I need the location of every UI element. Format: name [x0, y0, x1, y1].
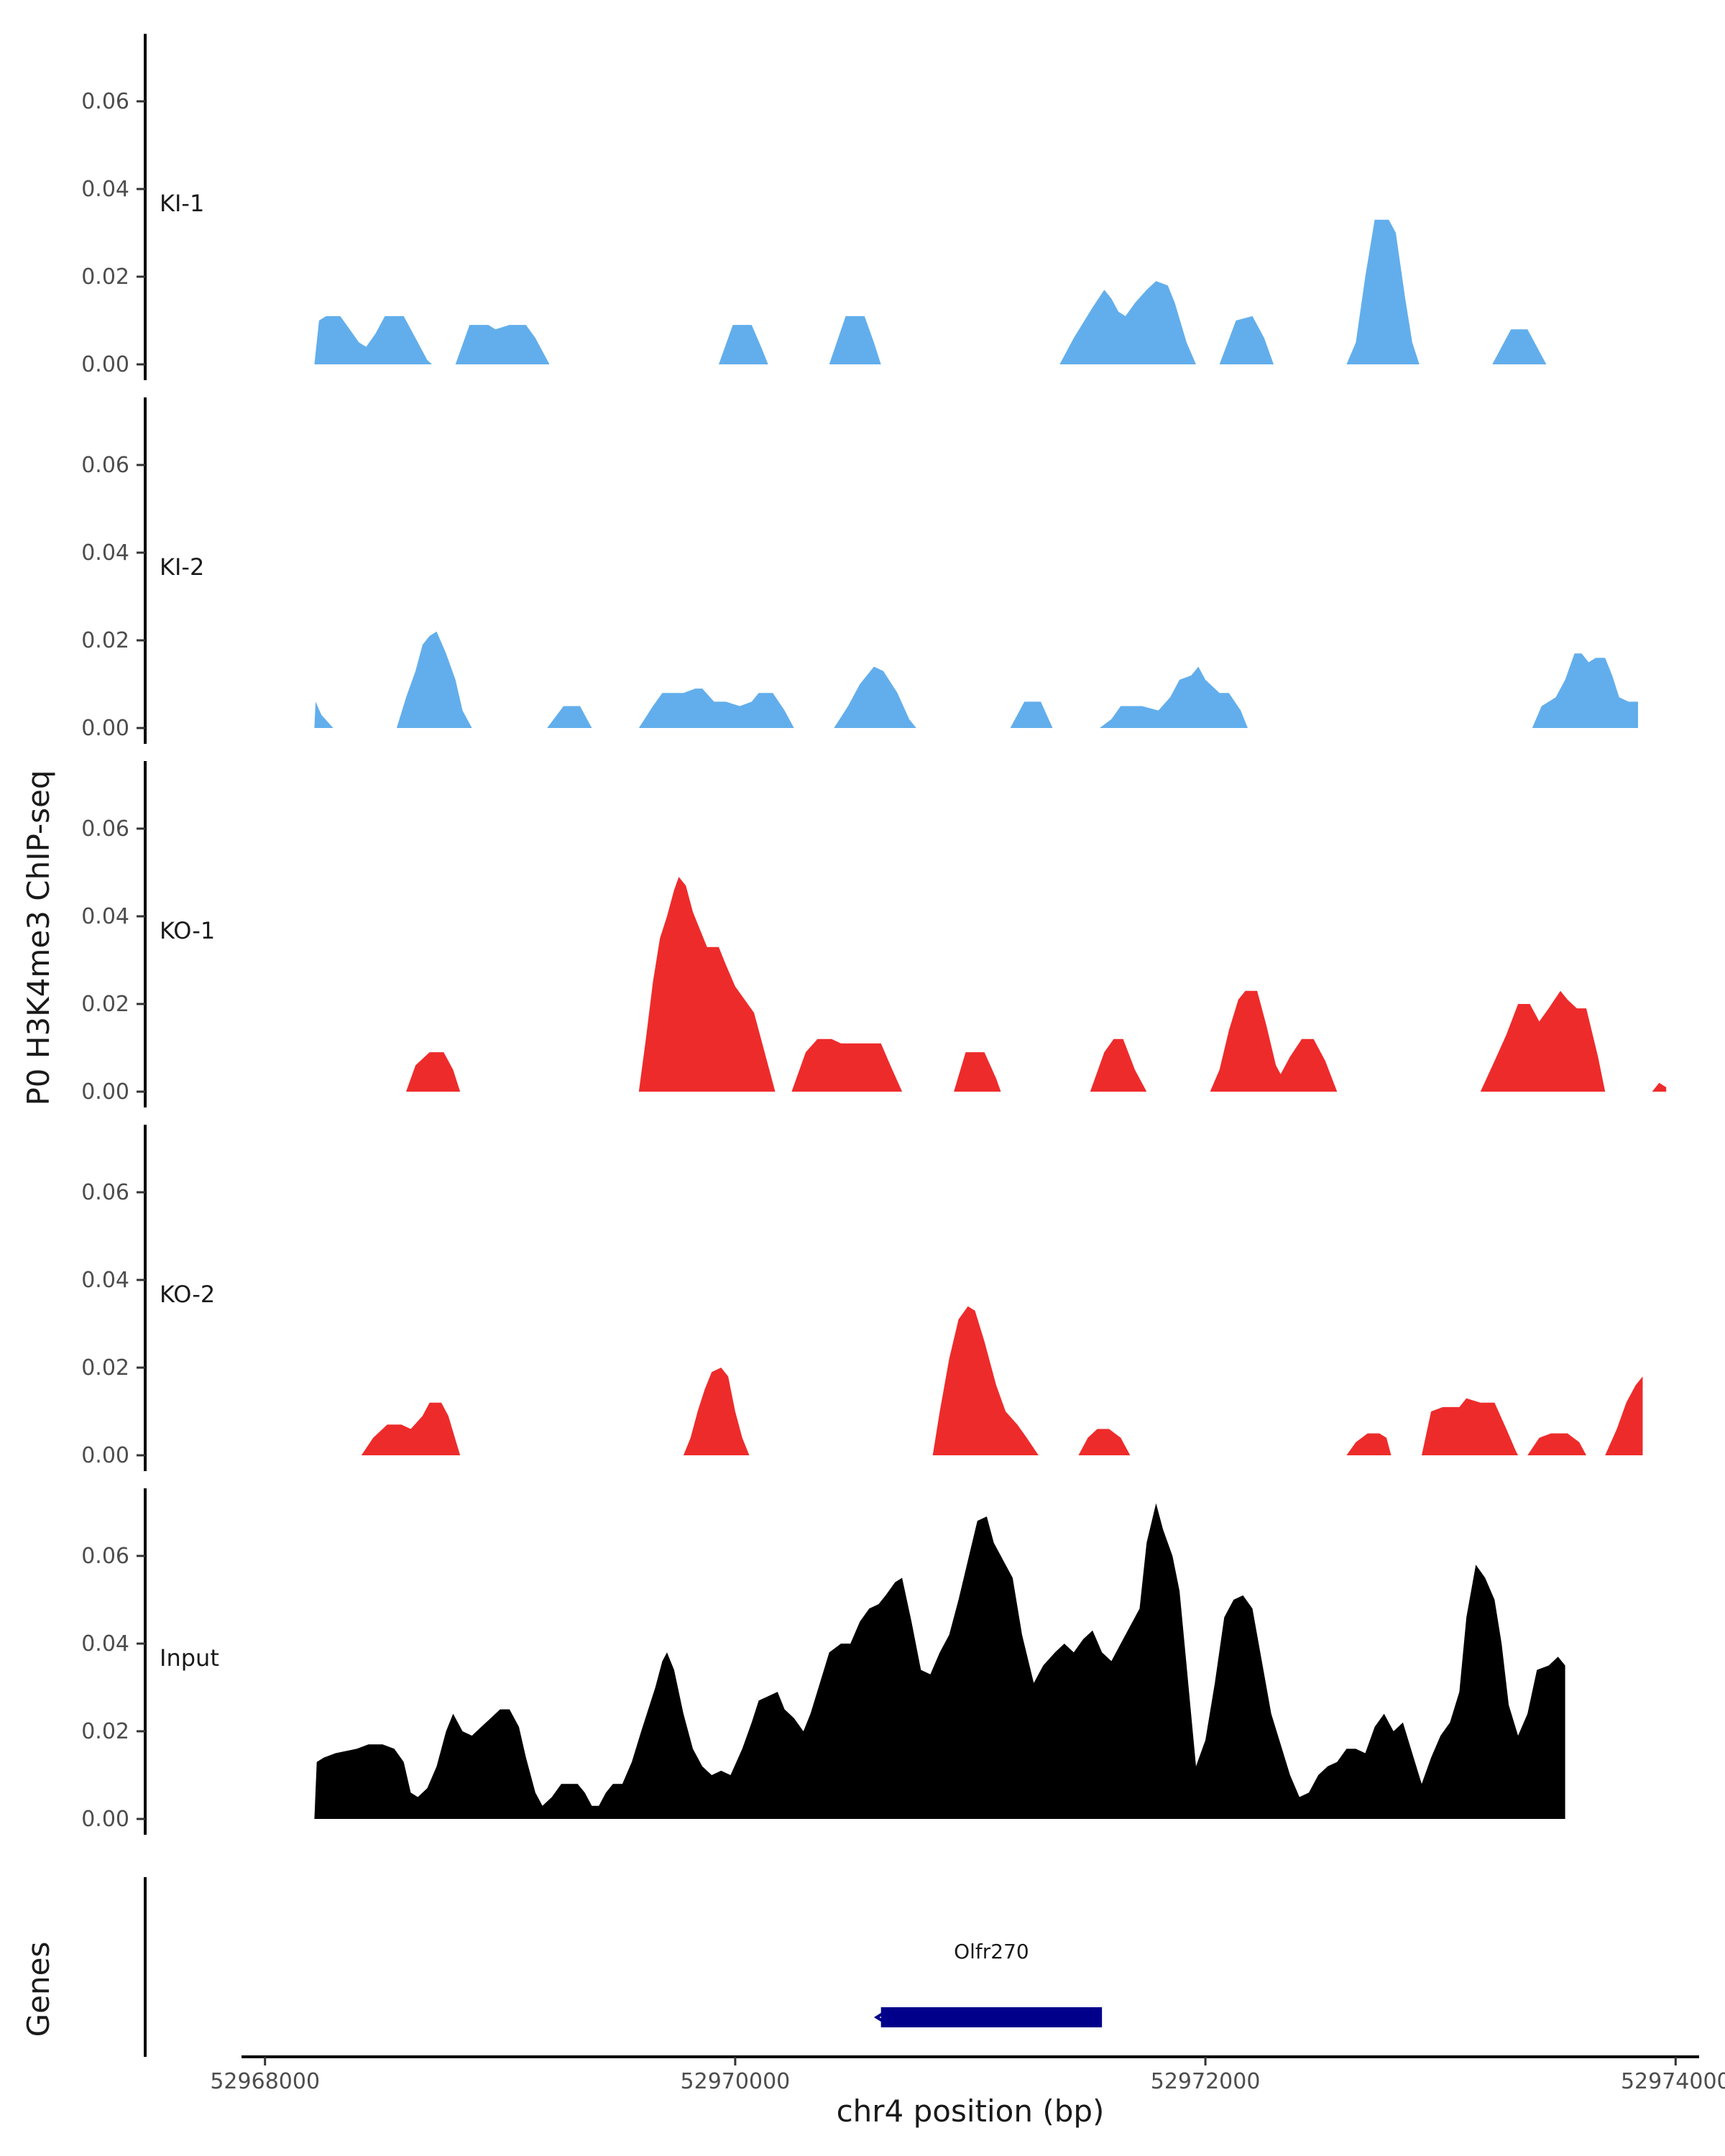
signal-peak	[1059, 281, 1196, 364]
signal-peak	[361, 1402, 461, 1455]
signal-peak	[932, 1306, 1039, 1455]
y-tick-label: 0.02	[81, 1719, 129, 1744]
y-tick-label: 0.06	[81, 1180, 129, 1205]
signal-peak	[1099, 666, 1248, 728]
y-tick-label: 0.00	[81, 352, 129, 377]
y-tick-label: 0.06	[81, 453, 129, 478]
gene-body	[880, 2007, 1103, 2027]
signal-peak	[1346, 1433, 1392, 1455]
track-label: KO-2	[160, 1281, 215, 1308]
y-tick-label: 0.02	[81, 628, 129, 653]
track-panel-ko-2: 0.00 0.02 0.04 0.06 KO-2	[81, 1125, 1643, 1471]
y-tick-label: 0.06	[81, 89, 129, 114]
track-panel-ki-1: 0.00 0.02 0.04 0.06 KI-1	[81, 34, 1547, 380]
signal-peak	[1652, 1082, 1667, 1092]
signal-peak	[834, 666, 916, 728]
y-tick-label: 0.04	[81, 177, 129, 202]
x-axis: 52968000 52970000 52972000 52974000	[210, 2055, 1725, 2094]
signal-peak	[1346, 219, 1420, 364]
track-panel-ko-1: 0.00 0.02 0.04 0.06 KO-1	[81, 761, 1667, 1107]
y-tick-label: 0.00	[81, 1807, 129, 1832]
signal-peak	[455, 325, 550, 364]
signal-peak	[1078, 1429, 1131, 1455]
gene-label: Olfr270	[954, 1940, 1029, 1963]
signal-peak	[954, 1052, 1001, 1092]
genes-axis-title: Genes	[21, 1942, 56, 2037]
signal-peak	[719, 325, 768, 364]
signal-peak	[547, 706, 592, 728]
tracks-layer: 0.00 0.02 0.04 0.06 KI-1 0.00 0.02 0.04 0.06 KI-2…	[81, 34, 1667, 1835]
y-tick-label: 0.02	[81, 992, 129, 1017]
x-axis-title: chr4 position (bp)	[837, 2093, 1105, 2129]
y-tick-label: 0.04	[81, 1268, 129, 1293]
signal-peak	[314, 1503, 1565, 1819]
x-tick-label: 52972000	[1151, 2069, 1261, 2094]
y-axis-title: P0 H3K4me3 ChIP-seq	[21, 770, 56, 1105]
x-tick-label: 52970000	[681, 2069, 791, 2094]
x-tick-label: 52974000	[1621, 2069, 1725, 2094]
signal-peak	[638, 877, 776, 1092]
signal-peak	[1527, 1433, 1586, 1455]
signal-peak	[314, 315, 432, 364]
signal-peak	[1480, 990, 1606, 1092]
y-tick-label: 0.04	[81, 904, 129, 929]
signal-peak	[1010, 701, 1053, 728]
signal-peak	[638, 688, 794, 728]
signal-peak	[1422, 1398, 1519, 1455]
x-tick-label: 52968000	[210, 2069, 320, 2094]
signal-peak	[314, 701, 334, 728]
y-tick-label: 0.00	[81, 716, 129, 741]
signal-peak	[1219, 315, 1274, 364]
signal-peak	[1605, 1376, 1643, 1455]
signal-peak	[406, 1052, 461, 1092]
y-tick-label: 0.02	[81, 1355, 129, 1381]
signal-peak	[1090, 1038, 1147, 1092]
track-label: Input	[160, 1644, 219, 1672]
track-label: KI-1	[160, 190, 204, 217]
signal-peak	[829, 315, 881, 364]
track-label: KO-1	[160, 917, 215, 944]
signal-peak	[791, 1038, 903, 1092]
signal-peak	[1210, 990, 1338, 1092]
y-tick-label: 0.02	[81, 264, 129, 290]
y-tick-label: 0.06	[81, 816, 129, 842]
gene-feature: Olfr270	[873, 1940, 1103, 2027]
signal-peak	[683, 1368, 750, 1455]
signal-peak	[396, 631, 472, 728]
track-panel-input: 0.00 0.02 0.04 0.06 Input	[81, 1488, 1565, 1835]
y-tick-label: 0.06	[81, 1544, 129, 1569]
signal-peak	[1532, 653, 1638, 728]
strand-arrow-icon	[873, 2009, 889, 2026]
track-panel-ki-2: 0.00 0.02 0.04 0.06 KI-2	[81, 397, 1638, 744]
gene-track: Olfr270	[144, 1877, 1103, 2057]
track-label: KI-2	[160, 553, 204, 581]
signal-peak	[1492, 329, 1547, 364]
y-tick-label: 0.04	[81, 1631, 129, 1657]
y-tick-label: 0.00	[81, 1443, 129, 1468]
y-tick-label: 0.00	[81, 1079, 129, 1105]
y-tick-label: 0.04	[81, 540, 129, 566]
